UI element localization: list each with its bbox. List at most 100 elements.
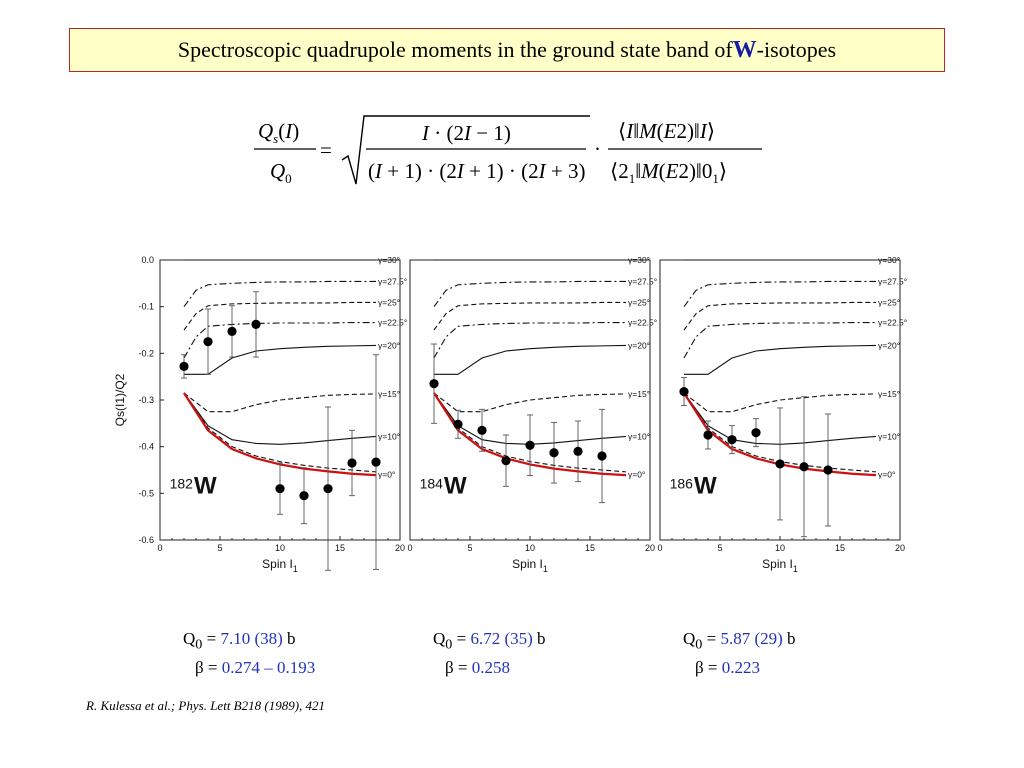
data-point <box>429 379 439 389</box>
data-point <box>347 458 357 468</box>
data-point <box>275 484 285 494</box>
gamma-label: γ=27.5° <box>628 276 657 286</box>
data-point <box>453 419 463 429</box>
formula-sqrt: I · (2I − 1) (I + 1) · (2I + 1) · (2I + … <box>341 115 590 185</box>
gamma-label: γ=15° <box>378 389 400 399</box>
slide-title: Spectroscopic quadrupole moments in the … <box>69 28 945 72</box>
x-tick-label: 10 <box>275 543 285 553</box>
curve--15- <box>183 392 377 413</box>
data-point <box>299 491 309 501</box>
isotope-label: 184W <box>420 473 467 500</box>
q0-eq: = <box>202 629 221 648</box>
curve--15- <box>433 392 627 413</box>
gamma-label: γ=10° <box>628 431 650 441</box>
beta-value: 0.258 <box>471 658 510 678</box>
gamma-label: γ=22.5° <box>878 318 907 328</box>
data-point <box>251 319 261 329</box>
gamma-label: γ=20° <box>378 340 400 350</box>
data-point <box>703 430 713 440</box>
data-point <box>799 462 809 472</box>
q0-unit: b <box>782 629 796 648</box>
data-point <box>549 448 559 458</box>
y-tick-label: 0.0 <box>141 255 154 265</box>
svg-text:(I + 1) · (2I + 1) · (2I + 3): (I + 1) · (2I + 1) · (2I + 3) <box>368 159 586 183</box>
y-tick-label: -0.6 <box>138 535 154 545</box>
x-tick-label: 15 <box>585 543 595 553</box>
curve--0-dashed- <box>183 392 377 473</box>
beta-line: β = 0.258 <box>433 656 546 680</box>
y-tick-label: -0.5 <box>138 488 154 498</box>
q0-value: 7.10 (38) <box>220 629 283 648</box>
x-tick-label: 20 <box>895 543 905 553</box>
gamma-label: γ=30° <box>378 255 400 265</box>
curve--27-5- <box>683 280 876 307</box>
x-tick-label: 15 <box>835 543 845 553</box>
x-axis-label: Spin I1 <box>762 557 798 574</box>
curve--22-5- <box>683 321 876 359</box>
x-tick-label: 20 <box>645 543 655 553</box>
curve--27-5- <box>433 280 626 307</box>
data-point <box>679 387 689 397</box>
beta-value: 0.274 – 0.193 <box>221 658 316 678</box>
formula-lhs: Qs(I) Q0 <box>254 119 316 186</box>
q0-label: Q <box>683 629 696 648</box>
quadrupole-formula: Qs(I) Q0 = I · (2I − 1) (I + 1) · (2I + … <box>250 104 770 200</box>
gamma-label: γ=22.5° <box>628 318 657 328</box>
x-tick-label: 5 <box>467 543 472 553</box>
q0-unit: b <box>282 629 296 648</box>
q0-eq: = <box>702 629 721 648</box>
svg-text:⟨21‖M(E2)‖01⟩: ⟨21‖M(E2)‖01⟩ <box>610 159 727 186</box>
data-point <box>371 457 381 467</box>
params-184: Q0 = 6.72 (35) b β = 0.258 <box>433 627 546 680</box>
params-186: Q0 = 5.87 (29) b β = 0.223 <box>683 627 796 680</box>
reference-citation: R. Kulessa et al.; Phys. Lett B218 (1989… <box>86 698 326 713</box>
data-point <box>203 337 213 347</box>
y-tick-label: -0.4 <box>138 442 154 452</box>
q0-sub: 0 <box>695 636 703 653</box>
x-tick-label: 10 <box>775 543 785 553</box>
gamma-label: γ=27.5° <box>378 276 407 286</box>
curve--25- <box>183 301 376 331</box>
y-tick-label: -0.3 <box>138 395 154 405</box>
title-suffix: -isotopes <box>756 37 837 62</box>
q0-line: Q0 = 7.10 (38) b <box>183 627 315 656</box>
curve--22-5- <box>183 321 376 359</box>
q0-sub: 0 <box>445 636 453 653</box>
q0-value: 6.72 (35) <box>470 629 533 648</box>
y-tick-label: -0.1 <box>138 302 154 312</box>
gamma-label: γ=27.5° <box>878 276 907 286</box>
gamma-label: γ=0° <box>878 470 895 480</box>
gamma-label: γ=10° <box>378 431 400 441</box>
curve--25- <box>683 301 876 331</box>
title-element: W <box>732 36 757 63</box>
beta-line: β = 0.274 – 0.193 <box>183 656 315 680</box>
data-point <box>227 326 237 336</box>
chart-panel-182: 0 5 10 15 20 0.0 -0.1 -0.2 -0.3 -0.4 -0.5 -0.6 Spin … <box>113 245 407 585</box>
gamma-label: γ=20° <box>628 340 650 350</box>
y-axis-label: Qs(I1)/Q2 <box>113 373 127 426</box>
gamma-label: γ=25° <box>878 297 900 307</box>
gamma-label: γ=10° <box>878 431 900 441</box>
data-point <box>477 425 487 435</box>
x-tick-label: 5 <box>717 543 722 553</box>
gamma-label: γ=0° <box>378 470 395 480</box>
curve--15- <box>683 392 877 413</box>
svg-text:⟨I‖M(E2)‖I⟩: ⟨I‖M(E2)‖I⟩ <box>618 119 715 143</box>
data-point <box>323 484 333 494</box>
q0-line: Q0 = 6.72 (35) b <box>433 627 546 656</box>
x-tick-label: 0 <box>407 543 412 553</box>
chart-panel-186: 0 5 10 15 20 Spin I1 γ=30° γ=27.5° γ=25° γ=22.5° γ… <box>655 245 907 585</box>
curve--20- <box>684 344 877 375</box>
curve--25- <box>433 301 626 331</box>
svg-text:I · (2I − 1): I · (2I − 1) <box>421 121 511 145</box>
x-tick-label: 0 <box>157 543 162 553</box>
curve--22-5- <box>433 321 626 359</box>
x-tick-label: 0 <box>657 543 662 553</box>
gamma-label: γ=0° <box>628 470 645 480</box>
chart-panel-184: 0 5 10 15 20 Spin I1 γ=30° γ=27.5° γ=25° γ=22.5° γ… <box>405 245 657 585</box>
curve--10- <box>183 392 377 445</box>
title-prefix: Spectroscopic quadrupole moments in the … <box>177 37 733 62</box>
curve--27-5- <box>183 280 376 307</box>
beta-label: β = <box>695 658 722 678</box>
svg-text:Qs(I): Qs(I) <box>258 119 299 146</box>
